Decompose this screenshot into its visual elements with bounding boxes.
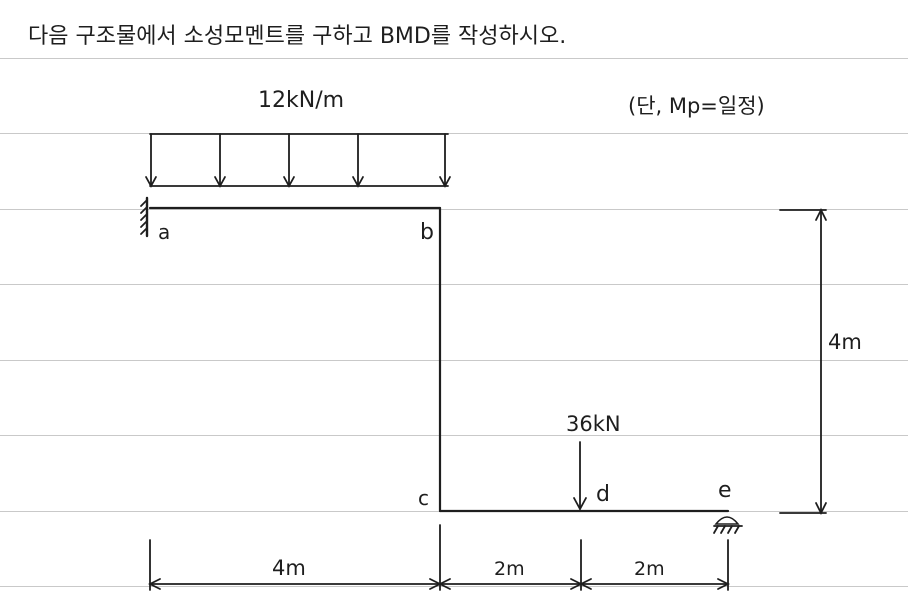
support-e xyxy=(713,516,743,534)
ruled-line xyxy=(0,209,908,210)
load-arrowhead xyxy=(439,176,451,188)
dimension-ac-label: 4m xyxy=(272,556,306,580)
dimension-arrowhead xyxy=(147,578,161,590)
fixed-support-a xyxy=(140,196,149,238)
load-arrowhead xyxy=(145,176,157,188)
node-label-e: e xyxy=(718,478,732,503)
ruled-line xyxy=(0,586,908,587)
dimension-arrowhead xyxy=(578,578,592,590)
ruled-line xyxy=(0,360,908,361)
dimension-de-label: 2m xyxy=(634,558,665,580)
problem-condition: (단, Mp=일정) xyxy=(628,94,765,118)
point-load-label: 36kN xyxy=(566,412,621,436)
vertical-dimension xyxy=(779,207,827,516)
horizontal-dimension xyxy=(147,524,731,591)
frame xyxy=(148,206,730,513)
ruled-line xyxy=(0,435,908,436)
dimension-height-label: 4m xyxy=(828,330,862,354)
dimension-arrowhead xyxy=(815,502,827,516)
dimension-arrowhead xyxy=(437,578,451,590)
load-arrowhead xyxy=(283,176,295,188)
load-arrowhead xyxy=(214,176,226,188)
node-label-b: b xyxy=(420,220,434,245)
distributed-load xyxy=(145,133,451,188)
dimension-arrowhead xyxy=(717,578,731,590)
problem-instruction: 다음 구조물에서 소성모멘트를 구하고 BMD를 작성하시오. xyxy=(28,24,567,49)
distributed-load-label: 12kN/m xyxy=(258,88,345,113)
ruled-line xyxy=(0,58,908,59)
point-load-arrow xyxy=(573,441,587,511)
ruled-line xyxy=(0,284,908,285)
dimension-cd-label: 2m xyxy=(494,558,525,580)
dimension-arrowhead xyxy=(815,207,827,221)
load-arrowhead xyxy=(352,176,364,188)
node-label-a: a xyxy=(158,220,171,244)
node-label-d: d xyxy=(596,482,610,507)
ruled-line xyxy=(0,133,908,134)
node-label-c: c xyxy=(418,486,429,510)
